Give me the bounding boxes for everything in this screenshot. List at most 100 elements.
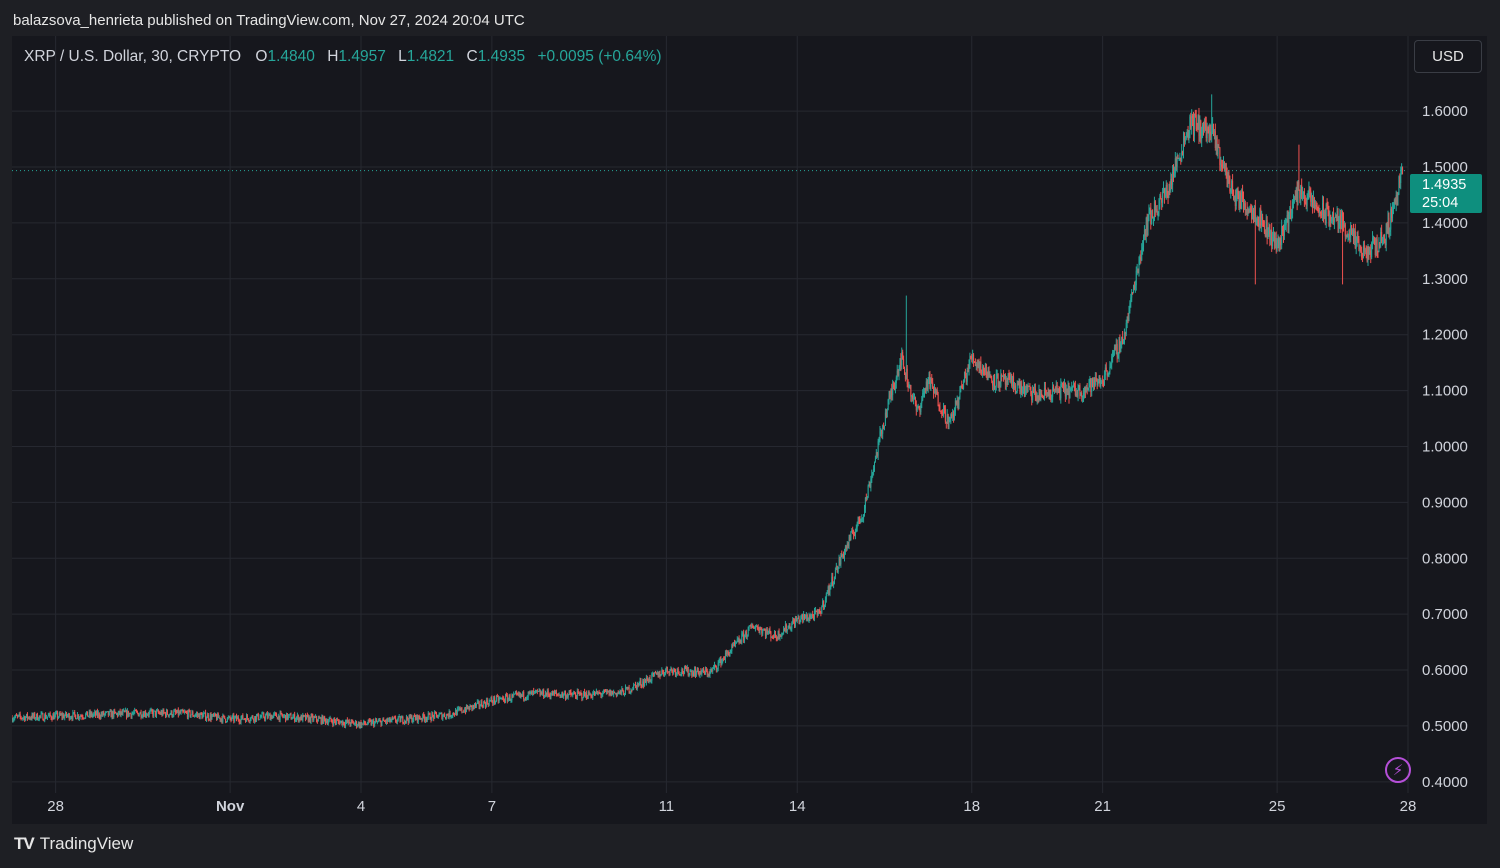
x-tick-label: 28 bbox=[47, 798, 64, 815]
candle-body bbox=[326, 720, 328, 724]
candle-body bbox=[488, 700, 490, 706]
candle-body bbox=[1112, 352, 1114, 357]
candle-body bbox=[1214, 131, 1216, 149]
candle-body bbox=[1277, 239, 1279, 244]
candle-body bbox=[1394, 199, 1396, 204]
candle-body bbox=[1133, 285, 1135, 293]
candle-body bbox=[403, 722, 405, 724]
candle-body bbox=[1324, 211, 1326, 224]
candle-body bbox=[843, 553, 845, 558]
candle-body bbox=[214, 713, 216, 716]
candle-body bbox=[678, 671, 680, 675]
candle-body bbox=[1197, 116, 1199, 130]
candle-body bbox=[627, 686, 629, 690]
candle-body bbox=[681, 669, 683, 674]
candle-body bbox=[224, 715, 226, 719]
candle-body bbox=[443, 714, 445, 717]
candle-body bbox=[804, 614, 806, 619]
candle-body bbox=[297, 715, 299, 722]
candle-body bbox=[286, 713, 288, 720]
candle-body bbox=[58, 713, 60, 717]
candle-body bbox=[298, 717, 300, 722]
candle-body bbox=[464, 709, 466, 713]
candle-body bbox=[600, 693, 602, 696]
candle-body bbox=[1033, 388, 1035, 393]
candle-body bbox=[1089, 378, 1091, 384]
candle-body bbox=[523, 691, 525, 699]
currency-button[interactable]: USD bbox=[1414, 40, 1482, 73]
symbol-title[interactable]: XRP / U.S. Dollar, 30, CRYPTO bbox=[24, 48, 242, 65]
candle-body bbox=[259, 716, 261, 720]
candle-body bbox=[138, 714, 140, 717]
candle-body bbox=[990, 376, 992, 379]
candle-body bbox=[285, 714, 287, 721]
candle-body bbox=[194, 715, 196, 717]
candle-body bbox=[526, 697, 528, 699]
candle-body bbox=[1113, 347, 1115, 352]
candle-body bbox=[1369, 250, 1371, 255]
candle-body bbox=[634, 684, 636, 686]
candle-body bbox=[1125, 322, 1127, 335]
candle-body bbox=[417, 715, 419, 722]
candle-body bbox=[817, 609, 819, 615]
candle-body bbox=[776, 638, 778, 640]
candle-body bbox=[404, 720, 406, 724]
candle-body bbox=[1218, 146, 1220, 148]
candle-body bbox=[171, 710, 173, 717]
candle-body bbox=[709, 671, 711, 676]
candle-body bbox=[157, 710, 159, 713]
candle-body bbox=[165, 712, 167, 717]
candle-body bbox=[1221, 164, 1223, 168]
tradingview-logo[interactable]: TV TradingView bbox=[14, 834, 133, 854]
candle-body bbox=[272, 715, 274, 719]
candle-body bbox=[269, 714, 271, 720]
candle-body bbox=[1018, 381, 1020, 386]
candle-body bbox=[188, 710, 190, 712]
candle-body bbox=[499, 698, 501, 700]
candle-body bbox=[144, 711, 146, 717]
candle-body bbox=[872, 472, 874, 475]
candle-body bbox=[462, 711, 464, 713]
candle-body bbox=[846, 543, 848, 549]
candle-body bbox=[809, 615, 811, 619]
candle-body bbox=[397, 716, 399, 720]
candle-body bbox=[653, 672, 655, 675]
candle-body bbox=[609, 690, 611, 696]
candle-body bbox=[1143, 229, 1145, 238]
candle-body bbox=[943, 405, 945, 409]
candle-body bbox=[640, 680, 642, 686]
candle-body bbox=[317, 717, 319, 722]
candle-body bbox=[931, 378, 933, 383]
candle-body bbox=[49, 713, 51, 716]
candle-body bbox=[1286, 214, 1288, 222]
candle-body bbox=[537, 691, 539, 693]
candle-body bbox=[349, 723, 351, 725]
lightning-bolt-icon[interactable]: ⚡ bbox=[1385, 757, 1411, 783]
candle-body bbox=[176, 709, 178, 713]
candle-body bbox=[242, 715, 244, 720]
candle-body bbox=[1363, 245, 1365, 252]
candle-body bbox=[179, 711, 181, 714]
candle-body bbox=[953, 411, 955, 418]
candle-body bbox=[1250, 207, 1252, 209]
candle-body bbox=[951, 414, 953, 417]
candle-body bbox=[585, 692, 587, 698]
candle-body bbox=[320, 717, 322, 724]
candle-body bbox=[85, 714, 87, 718]
candle-body bbox=[46, 717, 48, 719]
candle-body bbox=[603, 690, 605, 694]
candle-body bbox=[309, 716, 311, 722]
candle-body bbox=[633, 684, 635, 690]
candle-body bbox=[378, 720, 380, 722]
candle-body bbox=[75, 714, 77, 720]
candle-body bbox=[705, 669, 707, 672]
candle-body bbox=[467, 707, 469, 709]
candle-body bbox=[860, 518, 862, 523]
candle-body bbox=[1045, 390, 1047, 394]
candle-body bbox=[731, 645, 733, 651]
candle-body bbox=[531, 691, 533, 695]
candle-body bbox=[748, 626, 750, 629]
candle-body bbox=[1315, 204, 1317, 206]
candle-body bbox=[1133, 285, 1135, 289]
